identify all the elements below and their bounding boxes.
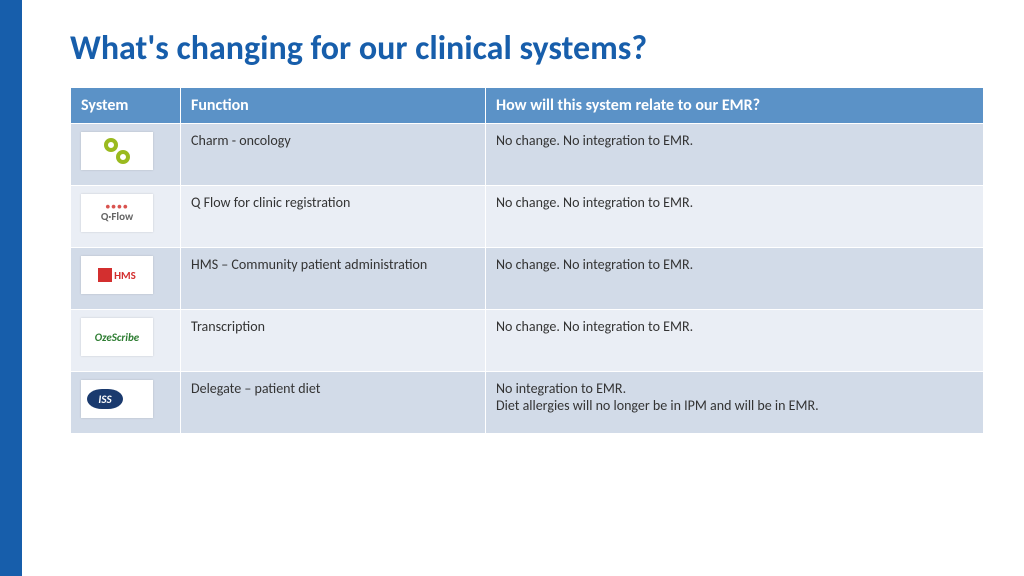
cell-relate: No integration to EMR. Diet allergies wi… [486, 372, 984, 434]
qflow-logo-icon: ●●●●Q·Flow [81, 194, 153, 232]
col-header-system: System [71, 88, 181, 124]
cell-function: Q Flow for clinic registration [181, 186, 486, 248]
page-title: What's changing for our clinical systems… [70, 28, 984, 69]
table-row: OzeScribe Transcription No change. No in… [71, 310, 984, 372]
cell-relate: No change. No integration to EMR. [486, 310, 984, 372]
cell-relate: No change. No integration to EMR. [486, 186, 984, 248]
ozescribe-logo-icon: OzeScribe [81, 318, 153, 356]
cell-function: HMS – Community patient administration [181, 248, 486, 310]
cell-logo: OzeScribe [71, 310, 181, 372]
iss-logo-icon: ISS [81, 380, 153, 418]
cell-function: Delegate – patient diet [181, 372, 486, 434]
table-header-row: System Function How will this system rel… [71, 88, 984, 124]
cell-logo: ●●●●Q·Flow [71, 186, 181, 248]
hms-logo-icon: HMS [81, 256, 153, 294]
charm-logo-icon [81, 132, 153, 170]
cell-function: Charm - oncology [181, 124, 486, 186]
table-row: Charm - oncology No change. No integrati… [71, 124, 984, 186]
cell-logo [71, 124, 181, 186]
cell-logo: ISS [71, 372, 181, 434]
table-body: Charm - oncology No change. No integrati… [71, 124, 984, 434]
cell-relate: No change. No integration to EMR. [486, 124, 984, 186]
table-row: HMS HMS – Community patient administrati… [71, 248, 984, 310]
slide-content: What's changing for our clinical systems… [22, 0, 1024, 434]
systems-table: System Function How will this system rel… [70, 87, 984, 434]
table-row: ISS Delegate – patient diet No integrati… [71, 372, 984, 434]
table-row: ●●●●Q·Flow Q Flow for clinic registratio… [71, 186, 984, 248]
accent-bar [0, 0, 22, 576]
cell-logo: HMS [71, 248, 181, 310]
col-header-function: Function [181, 88, 486, 124]
col-header-relate: How will this system relate to our EMR? [486, 88, 984, 124]
cell-relate: No change. No integration to EMR. [486, 248, 984, 310]
cell-function: Transcription [181, 310, 486, 372]
